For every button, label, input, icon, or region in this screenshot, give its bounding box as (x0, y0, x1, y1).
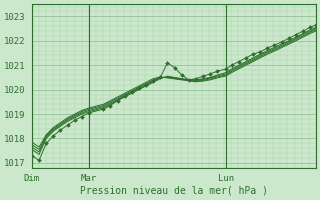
X-axis label: Pression niveau de la mer( hPa ): Pression niveau de la mer( hPa ) (80, 186, 268, 196)
